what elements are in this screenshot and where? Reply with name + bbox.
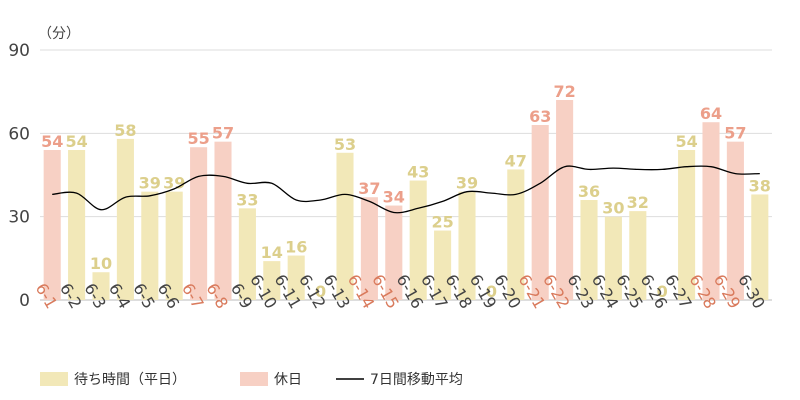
bar-value-label: 58 xyxy=(114,121,136,140)
bar-value-label: 63 xyxy=(529,107,551,126)
bar-value-label: 33 xyxy=(236,190,258,209)
bar-value-label: 72 xyxy=(553,82,575,101)
bar xyxy=(68,150,86,300)
legend-label-moving-average: 7日間移動平均 xyxy=(370,372,463,388)
bar xyxy=(263,261,281,300)
y-tick-labels: 0 30 60 90 xyxy=(8,41,30,311)
bar xyxy=(141,191,159,300)
bar xyxy=(751,194,769,300)
bar-value-label: 39 xyxy=(139,174,161,193)
bar xyxy=(409,180,427,300)
bar-value-label: 30 xyxy=(602,199,624,218)
y-tick-label: 0 xyxy=(19,291,30,311)
legend-swatch-holiday xyxy=(240,372,268,386)
bar xyxy=(507,169,525,300)
bar xyxy=(336,152,354,300)
y-unit-label: （分） xyxy=(38,26,80,42)
bar-value-label: 54 xyxy=(65,132,87,151)
bar xyxy=(214,141,232,300)
bar-value-label: 16 xyxy=(285,238,307,257)
bar xyxy=(678,150,696,300)
legend-label-holiday: 休日 xyxy=(274,372,302,388)
y-tick-label: 90 xyxy=(8,41,30,61)
bar-value-label: 39 xyxy=(456,174,478,193)
bar-value-label: 53 xyxy=(334,135,356,154)
bar-value-label: 43 xyxy=(407,163,429,182)
bar xyxy=(43,150,61,300)
bar-value-label: 57 xyxy=(724,124,746,143)
bar-value-label: 14 xyxy=(261,243,283,262)
bar-value-label: 38 xyxy=(749,176,771,195)
bar xyxy=(604,216,622,300)
bar xyxy=(385,205,403,300)
bar-value-label: 0 xyxy=(657,282,668,301)
bar xyxy=(360,197,378,300)
moving-average-line xyxy=(52,165,760,214)
bar-value-label: 37 xyxy=(358,179,380,198)
y-tick-label: 60 xyxy=(8,124,30,144)
bar xyxy=(580,200,598,300)
bar xyxy=(458,191,476,300)
bar-value-label: 57 xyxy=(212,124,234,143)
bars xyxy=(43,100,769,300)
y-tick-label: 30 xyxy=(8,208,30,228)
bar xyxy=(702,122,720,300)
bar-value-label: 25 xyxy=(431,213,453,232)
bar-value-label: 55 xyxy=(187,129,209,148)
bar xyxy=(434,230,452,300)
bar-value-label: 0 xyxy=(315,282,326,301)
bar xyxy=(556,100,574,300)
bar xyxy=(726,141,744,300)
bar-value-label: 39 xyxy=(163,174,185,193)
legend: 待ち時間（平日） 休日 7日間移動平均 xyxy=(40,372,463,388)
legend-swatch-weekday xyxy=(40,372,68,386)
bar-value-label: 54 xyxy=(675,132,697,151)
bar xyxy=(190,147,208,300)
bar-value-label: 10 xyxy=(90,254,112,273)
bar-value-label: 32 xyxy=(627,193,649,212)
bar-value-label: 64 xyxy=(700,104,722,123)
bar-value-label: 34 xyxy=(383,188,405,207)
bar xyxy=(238,208,256,300)
bar-value-label: 0 xyxy=(486,282,497,301)
bar xyxy=(287,255,305,300)
bar xyxy=(116,138,134,300)
bar-value-label: 36 xyxy=(578,182,600,201)
bar xyxy=(629,211,647,300)
gridlines xyxy=(40,49,772,301)
bar-value-label: 47 xyxy=(505,151,527,170)
bar xyxy=(165,191,183,300)
bar xyxy=(92,272,110,300)
bar xyxy=(531,125,549,300)
bar-value-label: 54 xyxy=(41,132,63,151)
legend-label-weekday: 待ち時間（平日） xyxy=(74,372,186,388)
